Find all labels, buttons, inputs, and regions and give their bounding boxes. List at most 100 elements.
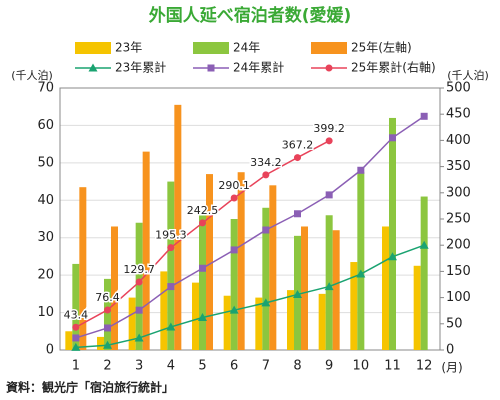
bar: [142, 151, 150, 350]
marker: [325, 64, 333, 72]
marker: [388, 252, 397, 261]
bar: [262, 207, 270, 350]
legend-swatch: [193, 42, 229, 54]
y2-tick-label: 400: [446, 133, 471, 148]
marker: [262, 226, 270, 234]
data-label: 367.2: [282, 139, 314, 152]
bar: [413, 265, 421, 350]
x-tick-label: 9: [325, 359, 333, 374]
marker: [166, 322, 176, 331]
marker: [230, 246, 238, 254]
bar: [255, 297, 263, 350]
y2-tick-label: 450: [446, 107, 471, 122]
marker: [356, 269, 366, 278]
marker: [357, 166, 365, 174]
bar: [97, 336, 104, 350]
bar: [79, 187, 87, 350]
y-tick-label: 0: [46, 343, 54, 358]
legend-label: 25年(左軸): [351, 40, 412, 55]
bar: [389, 117, 396, 350]
bar: [72, 263, 80, 350]
x-tick-label: 2: [103, 359, 111, 374]
bar: [135, 222, 143, 350]
y2-tick-label: 250: [446, 212, 471, 227]
y2-tick-label: 0: [446, 343, 454, 358]
x-tick-label: 12: [416, 359, 433, 374]
legend-label: 23年累計: [115, 60, 166, 75]
line: [75, 115, 425, 339]
y-axis-label: (千人泊): [11, 69, 53, 82]
marker: [104, 324, 111, 332]
marker: [71, 342, 81, 351]
marker: [207, 64, 215, 72]
bar: [65, 331, 73, 350]
y-tick-label: 50: [37, 155, 54, 170]
marker: [294, 210, 301, 218]
y2-tick-label: 300: [446, 185, 471, 200]
y-tick-label: 20: [37, 268, 54, 283]
y2-tick-label: 200: [446, 238, 471, 253]
legend-label: 24年累計: [233, 60, 284, 75]
y-tick-label: 70: [37, 81, 54, 96]
marker: [294, 154, 301, 162]
y-tick-label: 60: [37, 118, 54, 133]
marker: [229, 305, 239, 314]
data-label: 399.2: [313, 122, 345, 135]
marker: [325, 191, 333, 199]
marker: [72, 334, 80, 342]
marker: [293, 289, 302, 298]
x-tick-label: 6: [230, 359, 238, 374]
marker: [135, 278, 143, 286]
x-tick-label: 5: [198, 359, 206, 374]
bar: [301, 226, 308, 350]
y2-axis-label: (千人泊): [447, 69, 489, 82]
marker: [135, 306, 143, 314]
bar: [192, 282, 199, 350]
bar: [237, 172, 245, 350]
bar: [160, 271, 168, 350]
data-label: 76.4: [95, 291, 120, 304]
bar: [199, 215, 206, 350]
marker: [104, 306, 111, 314]
y2-tick-label: 100: [446, 290, 471, 305]
x-tick-label: 10: [353, 359, 370, 374]
bar: [382, 226, 389, 350]
bar: [167, 181, 175, 350]
marker: [230, 194, 238, 202]
marker: [167, 283, 175, 291]
bar: [111, 226, 118, 350]
bar: [128, 297, 136, 350]
marker: [419, 240, 429, 249]
bar: [287, 290, 294, 350]
marker: [72, 323, 80, 331]
marker: [324, 282, 334, 291]
x-tick-label: 3: [135, 359, 143, 374]
source: 資料：観光庁「宿泊旅行統計」: [6, 380, 174, 395]
x-tick-label: 8: [293, 359, 301, 374]
data-label: 43.4: [64, 308, 89, 321]
marker: [199, 264, 206, 272]
legend-label: 24年: [233, 41, 260, 55]
bar: [332, 230, 340, 350]
bar: [420, 196, 428, 350]
y2-tick-label: 150: [446, 264, 471, 279]
y-tick-label: 10: [37, 305, 54, 320]
bar: [350, 262, 358, 350]
legend-swatch: [75, 42, 111, 54]
bar: [269, 185, 277, 350]
y2-tick-label: 50: [446, 316, 463, 331]
bar: [318, 293, 326, 350]
marker: [389, 134, 396, 142]
data-label: 242.5: [187, 204, 219, 217]
marker: [198, 313, 207, 322]
bar: [104, 278, 111, 350]
y2-tick-label: 350: [446, 159, 471, 174]
marker: [325, 137, 333, 145]
x-axis-unit: (月): [441, 361, 462, 375]
legend-label: 25年累計(右軸): [351, 60, 436, 75]
bar: [357, 172, 365, 350]
data-label: 195.3: [155, 229, 187, 242]
bar: [230, 219, 238, 350]
y-tick-label: 40: [37, 193, 54, 208]
